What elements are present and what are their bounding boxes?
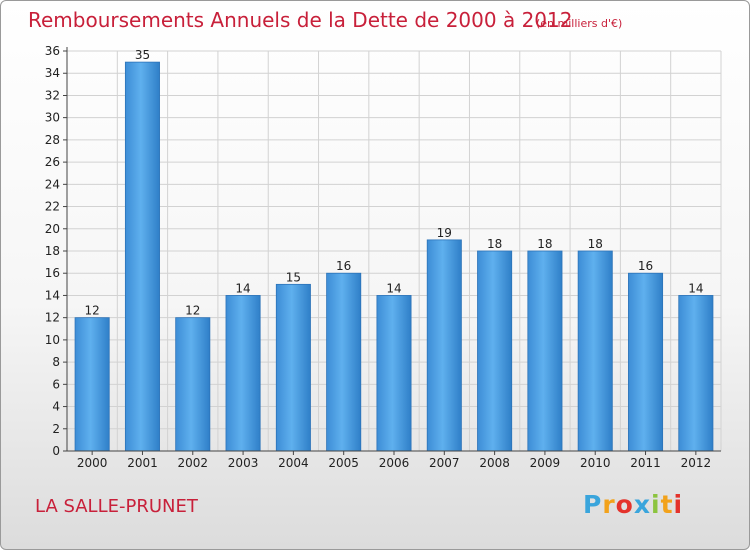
bar	[175, 317, 211, 452]
bar-value-label: 18	[537, 237, 552, 251]
bar	[426, 239, 462, 452]
y-tick-label: 14	[45, 288, 60, 302]
bar	[376, 295, 412, 452]
bar-value-label: 15	[286, 270, 301, 284]
y-tick-label: 22	[45, 200, 60, 214]
y-tick-label: 4	[52, 400, 60, 414]
bar	[577, 250, 613, 452]
bar-value-label: 14	[386, 281, 401, 295]
x-tick-label: 2003	[228, 456, 259, 470]
logo-letter: x	[633, 490, 651, 519]
x-tick-label: 2008	[479, 456, 510, 470]
logo-letter: i	[651, 490, 661, 519]
y-tick-label: 12	[45, 311, 60, 325]
y-tick-label: 34	[45, 66, 60, 80]
x-tick-label: 2012	[681, 456, 712, 470]
bar	[326, 272, 362, 452]
chart-subtitle: (en milliers d'€)	[536, 17, 623, 30]
x-tick-label: 2001	[127, 456, 158, 470]
y-tick-label: 16	[45, 266, 60, 280]
y-tick-label: 10	[45, 333, 60, 347]
y-tick-label: 2	[52, 422, 60, 436]
bar	[124, 61, 160, 452]
x-tick-label: 2009	[530, 456, 561, 470]
tick-labels: 0246810121416182022242628303234361220003…	[45, 44, 711, 470]
y-tick-label: 8	[52, 355, 60, 369]
y-tick-label: 6	[52, 377, 60, 391]
bar	[678, 295, 714, 452]
y-tick-label: 0	[52, 444, 60, 458]
x-tick-label: 2011	[630, 456, 661, 470]
chart-title: Remboursements Annuels de la Dette de 20…	[28, 8, 573, 32]
y-tick-label: 20	[45, 222, 60, 236]
bar-value-label: 12	[85, 304, 100, 318]
bar	[527, 250, 563, 452]
commune-name: LA SALLE-PRUNET	[35, 496, 198, 517]
y-tick-label: 24	[45, 177, 60, 191]
x-tick-label: 2007	[429, 456, 460, 470]
bar-value-label: 16	[336, 259, 351, 273]
bar-value-label: 19	[437, 226, 452, 240]
bar-value-label: 12	[185, 304, 200, 318]
x-tick-label: 2005	[328, 456, 359, 470]
bar	[225, 295, 261, 452]
y-tick-label: 36	[45, 44, 60, 58]
bar	[74, 317, 110, 452]
logo-letter: r	[602, 490, 616, 519]
proxiti-logo: Proxiti	[583, 490, 683, 519]
bar-value-label: 18	[487, 237, 502, 251]
bar	[477, 250, 513, 452]
y-tick-label: 18	[45, 244, 60, 258]
bar-value-label: 18	[588, 237, 603, 251]
x-tick-label: 2004	[278, 456, 309, 470]
logo-letter: o	[615, 490, 634, 519]
logo-letter: i	[673, 490, 684, 519]
y-tick-label: 28	[45, 133, 60, 147]
bar-value-label: 14	[688, 281, 703, 295]
bar-value-label: 35	[135, 48, 150, 62]
x-tick-label: 2010	[580, 456, 611, 470]
logo-letter: t	[660, 490, 674, 519]
bar-value-label: 14	[235, 281, 250, 295]
bar	[628, 272, 664, 452]
logo-letter: P	[583, 490, 603, 519]
axes	[63, 47, 721, 455]
bar-value-label: 16	[638, 259, 653, 273]
y-tick-label: 32	[45, 88, 60, 102]
bar-series	[74, 61, 714, 452]
x-tick-label: 2006	[379, 456, 410, 470]
bar	[275, 283, 311, 452]
x-tick-label: 2002	[177, 456, 208, 470]
y-tick-label: 30	[45, 111, 60, 125]
y-tick-label: 26	[45, 155, 60, 169]
x-tick-label: 2000	[77, 456, 108, 470]
